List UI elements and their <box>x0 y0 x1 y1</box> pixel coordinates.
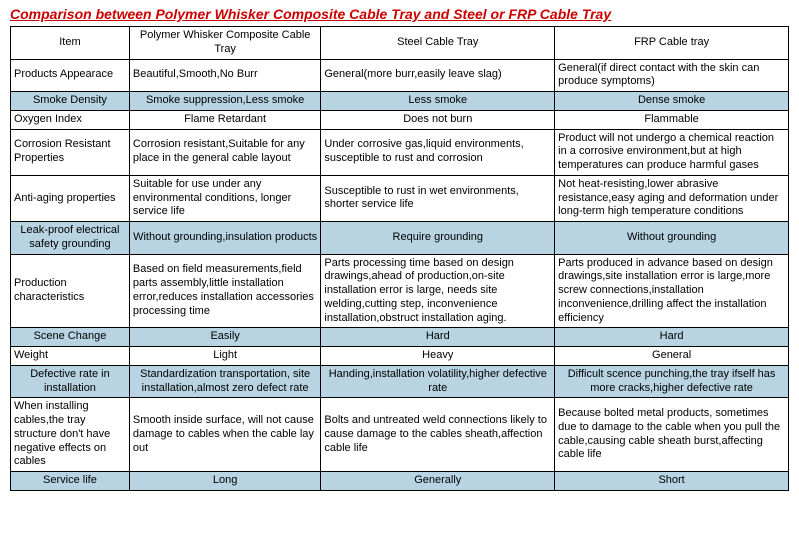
row-label-cell: Production characteristics <box>11 254 130 328</box>
data-cell: Require grounding <box>321 222 555 255</box>
row-label-cell: Service life <box>11 472 130 491</box>
table-row: Scene ChangeEasilyHardHard <box>11 328 789 347</box>
data-cell: Because bolted metal products, sometimes… <box>555 398 789 472</box>
row-label-cell: Scene Change <box>11 328 130 347</box>
data-cell: Corrosion resistant,Suitable for any pla… <box>129 129 320 175</box>
data-cell: Smoke suppression,Less smoke <box>129 92 320 111</box>
data-cell: Parts produced in advance based on desig… <box>555 254 789 328</box>
col-header-item: Item <box>11 27 130 60</box>
row-label-cell: Smoke Density <box>11 92 130 111</box>
table-row: When installing cables,the tray structur… <box>11 398 789 472</box>
col-header-polymer: Polymer Whisker Composite Cable Tray <box>129 27 320 60</box>
table-row: Defective rate in installationStandardiz… <box>11 365 789 398</box>
data-cell: Without grounding,insulation products <box>129 222 320 255</box>
table-row: Service lifeLongGenerallyShort <box>11 472 789 491</box>
table-row: Production characteristicsBased on field… <box>11 254 789 328</box>
data-cell: Beautiful,Smooth,No Burr <box>129 59 320 92</box>
data-cell: General <box>555 347 789 366</box>
data-cell: Less smoke <box>321 92 555 111</box>
row-label-cell: Oxygen Index <box>11 110 130 129</box>
data-cell: Parts processing time based on design dr… <box>321 254 555 328</box>
data-cell: Light <box>129 347 320 366</box>
comparison-table: Item Polymer Whisker Composite Cable Tra… <box>10 26 789 491</box>
col-header-frp: FRP Cable tray <box>555 27 789 60</box>
data-cell: Suitable for use under any environmental… <box>129 175 320 221</box>
data-cell: Susceptible to rust in wet environments,… <box>321 175 555 221</box>
data-cell: Long <box>129 472 320 491</box>
row-label-cell: When installing cables,the tray structur… <box>11 398 130 472</box>
data-cell: Under corrosive gas,liquid environments,… <box>321 129 555 175</box>
data-cell: Handing,installation volatility,higher d… <box>321 365 555 398</box>
row-label-cell: Anti-aging properties <box>11 175 130 221</box>
data-cell: Bolts and untreated weld connections lik… <box>321 398 555 472</box>
data-cell: Without grounding <box>555 222 789 255</box>
page-title: Comparison between Polymer Whisker Compo… <box>10 6 789 22</box>
table-row: Leak-proof electrical safety groundingWi… <box>11 222 789 255</box>
row-label-cell: Corrosion Resistant Properties <box>11 129 130 175</box>
row-label-cell: Leak-proof electrical safety grounding <box>11 222 130 255</box>
data-cell: General(if direct contact with the skin … <box>555 59 789 92</box>
data-cell: Hard <box>321 328 555 347</box>
table-body: Products AppearaceBeautiful,Smooth,No Bu… <box>11 59 789 490</box>
data-cell: Product will not undergo a chemical reac… <box>555 129 789 175</box>
table-row: Corrosion Resistant PropertiesCorrosion … <box>11 129 789 175</box>
table-row: Oxygen IndexFlame RetardantDoes not burn… <box>11 110 789 129</box>
col-header-steel: Steel Cable Tray <box>321 27 555 60</box>
data-cell: General(more burr,easily leave slag) <box>321 59 555 92</box>
table-row: Products AppearaceBeautiful,Smooth,No Bu… <box>11 59 789 92</box>
table-row: WeightLightHeavyGeneral <box>11 347 789 366</box>
data-cell: Standardization transportation, site ins… <box>129 365 320 398</box>
data-cell: Short <box>555 472 789 491</box>
row-label-cell: Weight <box>11 347 130 366</box>
data-cell: Based on field measurements,field parts … <box>129 254 320 328</box>
data-cell: Dense smoke <box>555 92 789 111</box>
table-row: Anti-aging propertiesSuitable for use un… <box>11 175 789 221</box>
data-cell: Not heat-resisting,lower abrasive resist… <box>555 175 789 221</box>
data-cell: Hard <box>555 328 789 347</box>
table-row: Smoke DensitySmoke suppression,Less smok… <box>11 92 789 111</box>
data-cell: Flammable <box>555 110 789 129</box>
row-label-cell: Products Appearace <box>11 59 130 92</box>
data-cell: Difficult scence punching,the tray ifsel… <box>555 365 789 398</box>
data-cell: Generally <box>321 472 555 491</box>
data-cell: Easily <box>129 328 320 347</box>
data-cell: Does not burn <box>321 110 555 129</box>
data-cell: Heavy <box>321 347 555 366</box>
row-label-cell: Defective rate in installation <box>11 365 130 398</box>
table-header-row: Item Polymer Whisker Composite Cable Tra… <box>11 27 789 60</box>
data-cell: Smooth inside surface, will not cause da… <box>129 398 320 472</box>
data-cell: Flame Retardant <box>129 110 320 129</box>
